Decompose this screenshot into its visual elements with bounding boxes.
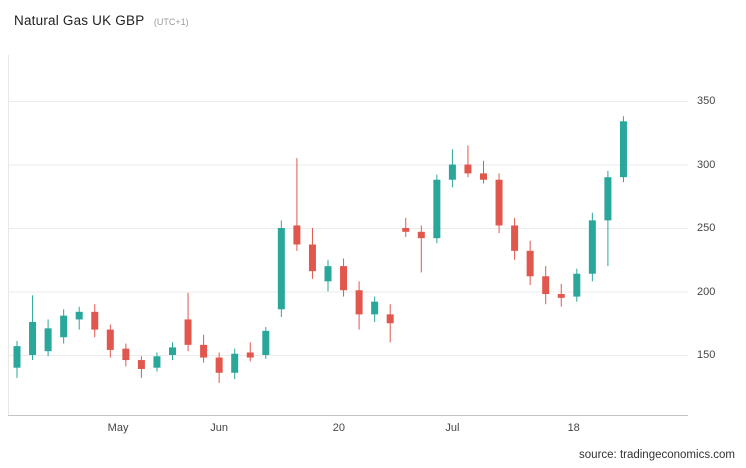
candlestick-plot bbox=[8, 55, 688, 416]
candle bbox=[355, 281, 363, 330]
candle-body bbox=[293, 225, 301, 245]
candle bbox=[231, 348, 239, 380]
candle-body bbox=[619, 121, 627, 178]
candle bbox=[246, 342, 254, 362]
y-axis-tick-label: 150 bbox=[697, 349, 716, 361]
candle-body bbox=[604, 177, 612, 221]
candle-body bbox=[29, 321, 37, 355]
candle-body bbox=[386, 314, 394, 324]
x-axis-tick-label: May bbox=[107, 422, 129, 434]
candle-body bbox=[122, 348, 130, 361]
x-axis-tick-label: Jun bbox=[210, 422, 229, 434]
y-axis-tick-label: 200 bbox=[697, 285, 716, 298]
candle bbox=[511, 217, 519, 260]
candle bbox=[200, 334, 208, 363]
chart-title: Natural Gas UK GBP bbox=[14, 13, 145, 28]
candle-body bbox=[371, 301, 379, 315]
candle bbox=[480, 160, 487, 184]
candle bbox=[277, 220, 285, 317]
candle bbox=[402, 217, 410, 237]
candle-body bbox=[153, 356, 161, 368]
candle bbox=[340, 258, 348, 297]
candle-body bbox=[511, 225, 519, 251]
candle-body bbox=[417, 231, 425, 239]
candle bbox=[588, 212, 596, 282]
candle-body bbox=[215, 357, 223, 373]
candle bbox=[573, 268, 581, 302]
candle-body bbox=[184, 319, 192, 345]
source-credit: source: tradingeconomics.com bbox=[579, 449, 735, 461]
candle-body bbox=[75, 311, 83, 320]
candle bbox=[619, 116, 627, 183]
candle-body bbox=[246, 352, 254, 358]
candle-body bbox=[262, 330, 270, 355]
candle bbox=[137, 356, 145, 378]
candle bbox=[293, 158, 301, 251]
candle-body bbox=[169, 347, 176, 355]
candle-body bbox=[573, 273, 581, 297]
chart-timezone-label: (UTC+1) bbox=[153, 17, 189, 27]
candle bbox=[60, 309, 68, 344]
candle bbox=[526, 240, 534, 286]
candle-body bbox=[137, 360, 145, 369]
candle-body bbox=[495, 179, 503, 226]
candle bbox=[557, 283, 565, 307]
candle-body bbox=[277, 228, 285, 310]
candle-body bbox=[355, 290, 363, 315]
candle-body bbox=[324, 266, 332, 282]
x-axis-tick-label: Jul bbox=[445, 422, 460, 434]
candle-body bbox=[340, 266, 348, 291]
candle bbox=[75, 306, 83, 330]
candle bbox=[122, 343, 130, 367]
candle-body bbox=[464, 164, 472, 174]
x-axis-tick-label: 20 bbox=[332, 422, 345, 434]
candle-body bbox=[542, 276, 550, 295]
chart-header: Natural Gas UK GBP (UTC+1) bbox=[14, 12, 189, 30]
candle-body bbox=[448, 164, 456, 180]
candle bbox=[604, 170, 612, 267]
x-axis-tick-label: 18 bbox=[567, 422, 580, 434]
candle-body bbox=[200, 344, 208, 358]
candle bbox=[308, 228, 316, 279]
candle bbox=[542, 266, 550, 305]
candle bbox=[386, 304, 394, 343]
candle-body bbox=[308, 244, 316, 272]
candle bbox=[215, 352, 223, 383]
candle bbox=[448, 149, 456, 188]
candle-body bbox=[106, 329, 114, 350]
candle bbox=[13, 341, 21, 378]
candle bbox=[44, 319, 52, 357]
candle bbox=[433, 174, 441, 244]
candle bbox=[91, 304, 99, 338]
candle-body bbox=[588, 220, 596, 274]
y-axis-tick-label: 300 bbox=[697, 158, 716, 171]
candle-body bbox=[433, 179, 441, 239]
candle-body bbox=[44, 328, 52, 352]
candle bbox=[184, 292, 192, 352]
candle bbox=[464, 145, 472, 178]
candle-body bbox=[13, 346, 21, 368]
candle bbox=[169, 342, 176, 361]
candle-body bbox=[526, 250, 534, 277]
candle-body bbox=[402, 228, 410, 232]
candle bbox=[153, 352, 161, 372]
candle bbox=[324, 259, 332, 292]
candle-body bbox=[480, 173, 487, 180]
candle bbox=[495, 173, 503, 234]
candle bbox=[371, 296, 379, 322]
candle-body bbox=[60, 315, 68, 338]
candle bbox=[106, 324, 114, 358]
y-axis-tick-label: 350 bbox=[697, 95, 716, 107]
candle bbox=[29, 295, 37, 361]
candle bbox=[417, 225, 425, 273]
candle-body bbox=[557, 294, 565, 298]
y-axis-tick-label: 250 bbox=[697, 222, 716, 234]
candle-body bbox=[231, 353, 239, 373]
candle bbox=[262, 327, 270, 359]
candle-body bbox=[91, 311, 99, 330]
